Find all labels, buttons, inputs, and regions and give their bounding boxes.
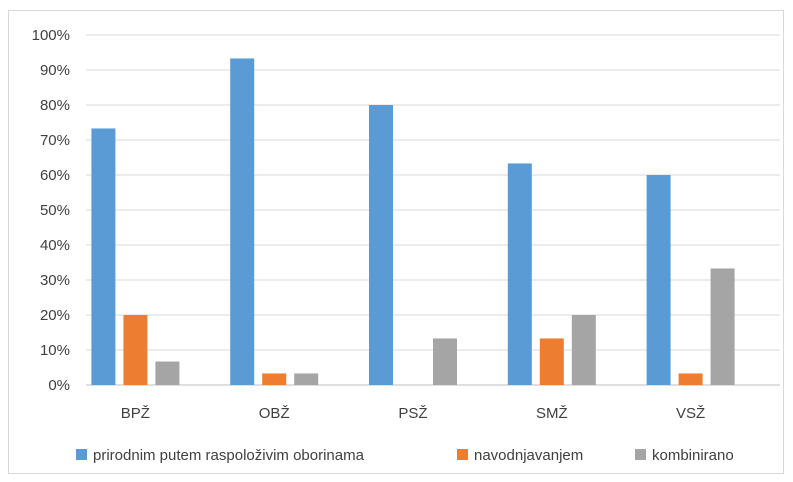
legend-swatch [457,449,468,460]
x-tick-label: OBŽ [259,405,290,422]
y-tick-label: 20% [40,307,70,324]
bar [433,338,457,385]
x-tick-label: PSŽ [398,405,427,422]
bar [646,175,671,385]
x-tick-label: VSŽ [676,405,705,422]
x-tick-label: SMŽ [536,405,568,422]
legend-swatch [635,449,646,460]
bar [230,58,255,385]
y-tick-label: 80% [40,97,70,114]
y-tick-label: 30% [40,272,70,289]
legend-swatch [76,449,87,460]
bar [155,361,180,385]
bar [262,373,287,385]
bar [123,315,148,385]
y-tick-label: 10% [40,342,70,359]
y-tick-label: 50% [40,202,70,219]
x-tick-label: BPŽ [121,405,150,422]
bar [294,373,319,385]
bar [539,338,564,385]
y-tick-label: 60% [40,167,70,184]
bar [369,105,393,385]
y-tick-label: 70% [40,132,70,149]
y-tick-label: 40% [40,237,70,254]
y-tick-label: 100% [32,27,70,44]
y-tick-label: 0% [48,377,70,394]
legend-label: prirodnim putem raspoloživim oborinama [93,447,365,464]
y-tick-label: 90% [40,62,70,79]
bar [91,128,116,385]
legend-label: kombinirano [652,447,734,464]
bar [710,268,735,385]
legend-label: navodnjavanjem [474,447,583,464]
bar [507,163,532,385]
bar [678,373,703,385]
bar [571,315,596,385]
